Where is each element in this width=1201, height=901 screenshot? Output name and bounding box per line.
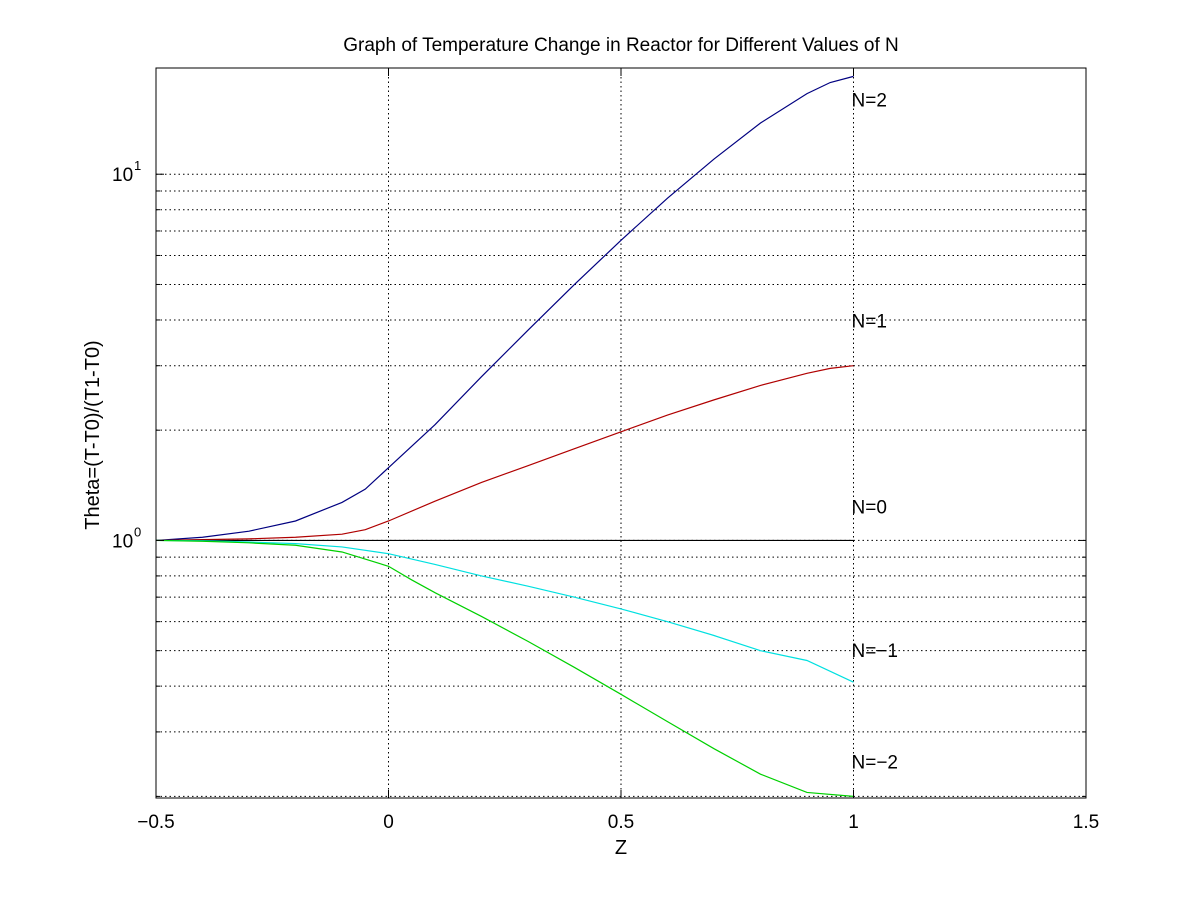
x-tick-label: 1.5: [1073, 812, 1099, 833]
x-tick-label: 1: [848, 812, 859, 833]
series-line-n-minus-2: [155, 539, 854, 797]
series-label: N=1: [852, 312, 887, 333]
series-label: N=−2: [852, 752, 898, 773]
x-tick-label: −0.5: [137, 812, 175, 833]
series-label: N=2: [852, 90, 887, 111]
series-line-n-1: [155, 365, 854, 542]
grid: [156, 68, 1086, 798]
y-tick-label: 10 0: [112, 524, 141, 552]
series-labels: N=2 N=1 N=0 N=−1 N=−2: [852, 90, 898, 773]
tick-marks: [155, 68, 1087, 798]
chart-title: Graph of Temperature Change in Reactor f…: [343, 35, 899, 56]
y-axis-label: Theta=(T-T0)/(T1-T0): [82, 340, 104, 529]
x-tick-label: 0.5: [608, 812, 634, 833]
series-label: N=0: [852, 497, 887, 518]
y-tick-label-exponent: 0: [134, 524, 141, 539]
y-tick-label-base: 10: [112, 531, 133, 552]
series-line-n-2: [155, 75, 854, 542]
series-line-n-minus-1: [155, 539, 854, 683]
y-tick-label-exponent: 1: [134, 158, 141, 173]
x-tick-label: 0: [383, 812, 394, 833]
series-lines: [155, 75, 854, 797]
series-label: N=−1: [852, 641, 898, 662]
y-tick-label-base: 10: [112, 165, 133, 186]
y-tick-label: 10 1: [112, 158, 141, 186]
x-axis-label: Z: [615, 837, 627, 859]
